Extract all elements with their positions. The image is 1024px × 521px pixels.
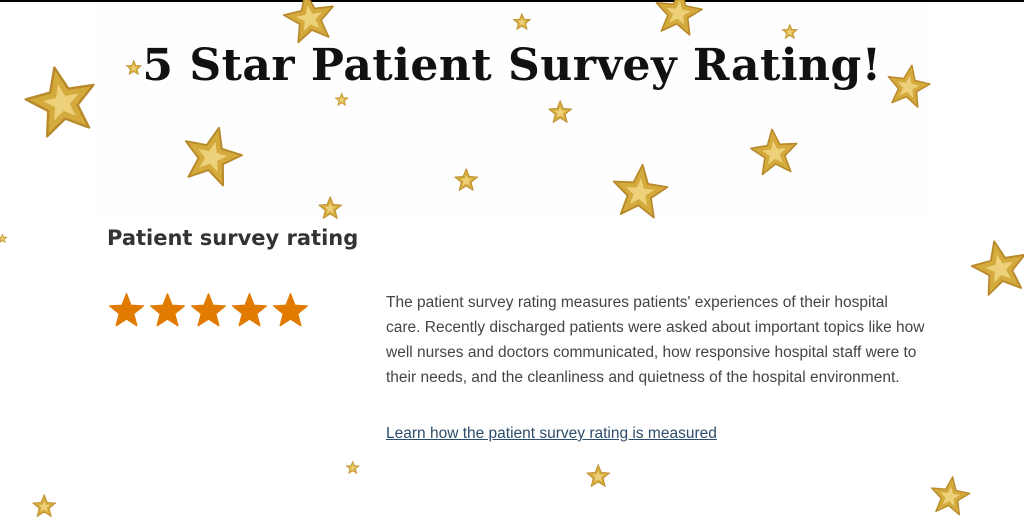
- glitter-gold-star-icon: [548, 99, 572, 123]
- glitter-gold-star-icon: [32, 493, 56, 517]
- glitter-gold-star-icon: [335, 92, 349, 107]
- glitter-gold-star-icon: [887, 64, 931, 108]
- learn-more-link[interactable]: Learn how the patient survey rating is m…: [386, 425, 717, 442]
- glitter-gold-star-icon: [749, 128, 798, 175]
- glitter-gold-star-icon: [655, 0, 703, 36]
- star-rating: [108, 292, 309, 329]
- glitter-gold-star-icon: [24, 66, 96, 138]
- rating-star-icon: [109, 293, 144, 327]
- headline: 5 Star Patient Survey Rating!: [142, 40, 882, 91]
- glitter-gold-star-icon: [513, 12, 531, 31]
- glitter-gold-star-icon: [184, 126, 243, 187]
- glitter-gold-star-icon: [782, 23, 798, 40]
- top-border: [0, 0, 1024, 2]
- rating-star-icon: [232, 293, 267, 327]
- glitter-gold-star-icon: [283, 0, 335, 44]
- glitter-gold-star-icon: [613, 164, 669, 219]
- banner-background: [96, 2, 928, 218]
- glitter-gold-star-icon: [318, 195, 342, 219]
- rating-card: [96, 218, 928, 458]
- rating-star-icon: [191, 293, 226, 327]
- rating-description: The patient survey rating measures patie…: [386, 294, 925, 386]
- rating-star-icon: [273, 293, 308, 327]
- glitter-gold-star-icon: [971, 240, 1024, 296]
- glitter-gold-star-icon: [454, 167, 478, 191]
- rating-star-icon: [150, 293, 185, 327]
- glitter-gold-star-icon: [931, 476, 971, 516]
- glitter-gold-star-icon: [0, 232, 7, 243]
- glitter-gold-star-icon: [126, 59, 142, 76]
- section-title: Patient survey rating: [107, 226, 359, 250]
- glitter-gold-star-icon: [586, 463, 610, 487]
- glitter-gold-star-icon: [346, 460, 360, 475]
